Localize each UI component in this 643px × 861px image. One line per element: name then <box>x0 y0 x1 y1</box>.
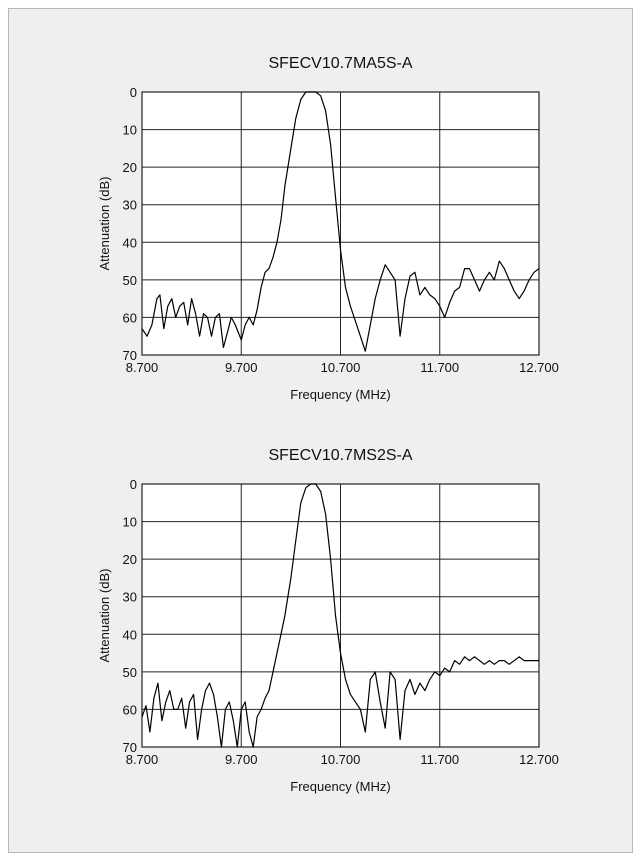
series-line-1 <box>141 91 540 352</box>
y-tick-label: 70 <box>123 348 137 363</box>
x-tick-label: 12.700 <box>519 360 559 375</box>
x-tick-label: 10.700 <box>321 360 361 375</box>
chart-title: SFECV10.7MA5S-A <box>268 55 412 72</box>
x-tick-label: 11.700 <box>420 360 459 375</box>
y-tick-label: 30 <box>123 590 137 605</box>
y-tick-label: 20 <box>123 160 137 175</box>
x-tick-label: 11.700 <box>420 752 459 767</box>
y-tick-label: 50 <box>123 273 137 288</box>
series-line-1 <box>141 483 539 748</box>
y-axis-label: Attenuation (dB) <box>97 569 112 663</box>
chart-1: SFECV10.7MA5S-A 0 10 20 30 40 50 60 708.700 9.700… <box>97 55 559 402</box>
x-tick-label: 9.700 <box>225 752 258 767</box>
chart-panel: SFECV10.7MA5S-A 0 10 20 30 40 50 60 70 8.700 9.700… <box>8 8 633 853</box>
y-tick-label: 30 <box>123 198 137 213</box>
chart-2: SFECV10.7MS2S-A 0 10 20 30 40 50 60 708.700 9.700… <box>97 447 559 794</box>
y-tick-label: 10 <box>123 515 137 530</box>
y-tick-label: 0 <box>130 477 137 492</box>
y-tick-label: 20 <box>123 552 137 567</box>
x-tick-label: 9.700 <box>225 360 258 375</box>
chart-title: SFECV10.7MS2S-A <box>268 447 412 464</box>
x-tick-label: 10.700 <box>321 752 361 767</box>
y-tick-label: 50 <box>123 665 137 680</box>
x-axis-label: Frequency (MHz) <box>290 387 390 402</box>
x-tick-label: 8.700 <box>126 360 159 375</box>
y-tick-label: 60 <box>123 310 137 325</box>
x-tick-label: 12.700 <box>519 752 559 767</box>
x-axis-label: Frequency (MHz) <box>290 779 390 794</box>
y-tick-label: 70 <box>123 740 137 755</box>
y-tick-label: 10 <box>123 123 137 138</box>
y-tick-label: 40 <box>123 235 137 250</box>
x-tick-label: 8.700 <box>126 752 159 767</box>
y-tick-label: 0 <box>130 85 137 100</box>
y-axis-label: Attenuation (dB) <box>97 177 112 271</box>
y-tick-label: 40 <box>123 627 137 642</box>
y-tick-label: 60 <box>123 702 137 717</box>
